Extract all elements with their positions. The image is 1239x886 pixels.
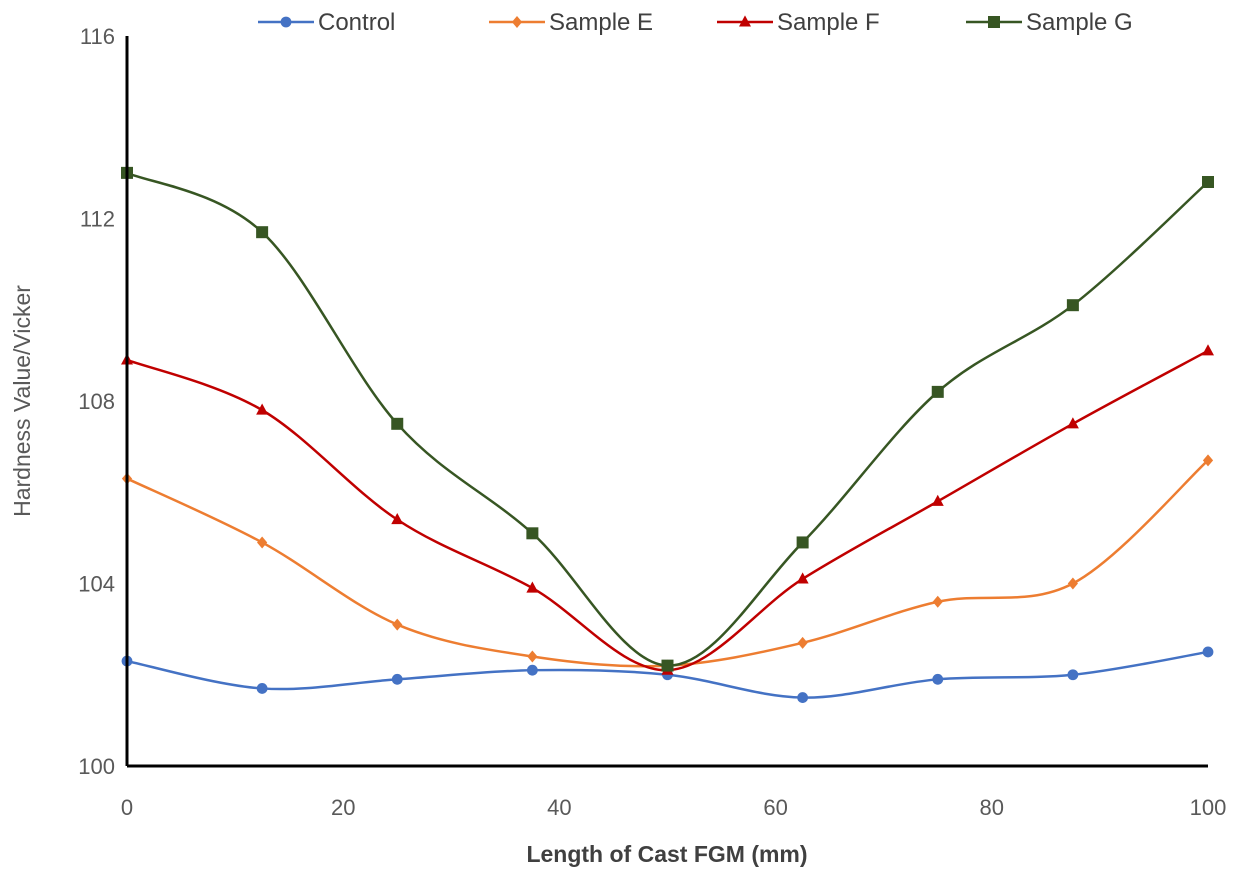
series-line-sample-f (126, 349, 1209, 672)
data-point-sample-f (1066, 417, 1079, 429)
x-tick-label: 40 (547, 795, 571, 820)
legend-label: Control (318, 9, 395, 36)
series-line-sample-e (126, 459, 1209, 668)
legend-swatch-marker (739, 15, 751, 27)
x-tick-label: 100 (1190, 795, 1227, 820)
legend-swatch-marker (280, 16, 292, 28)
legend-item-sample-f: Sample F (717, 9, 880, 36)
data-point-sample-g (1202, 176, 1214, 188)
data-point-sample-f (1202, 344, 1214, 356)
data-point-sample-e (797, 636, 808, 649)
legend: Control Sample E Sample F Sample G (258, 9, 1133, 36)
data-point-sample-f (796, 572, 809, 584)
data-point-sample-e (527, 650, 538, 663)
data-point-control (256, 683, 268, 694)
data-point-sample-e (392, 618, 403, 631)
data-point-sample-f (526, 581, 539, 593)
data-point-sample-e (1202, 454, 1214, 467)
data-point-control (526, 664, 538, 676)
data-point-sample-g (796, 536, 809, 549)
series-line-sample-g (126, 171, 1209, 667)
data-point-sample-g (256, 226, 269, 239)
x-tick-label: 0 (121, 795, 133, 820)
legend-item-sample-e: Sample E (489, 9, 653, 36)
data-point-sample-e (1067, 577, 1078, 590)
legend-label: Sample F (777, 9, 880, 36)
x-axis-title: Length of Cast FGM (mm) (526, 841, 807, 867)
legend-item-control: Control (258, 9, 395, 36)
x-tick-label: 60 (763, 795, 787, 820)
data-point-sample-g (661, 659, 674, 672)
y-tick-label: 112 (80, 207, 115, 232)
legend-swatch-marker (988, 16, 1000, 28)
x-tick-label: 80 (980, 795, 1004, 820)
axes (125, 36, 1208, 768)
data-point-sample-g (1066, 299, 1079, 312)
data-point-sample-g (391, 417, 404, 430)
series-control (121, 646, 1214, 703)
data-point-sample-f (931, 494, 944, 506)
x-tick-labels: 0 20 40 60 80 100 (121, 795, 1226, 820)
data-point-sample-g (931, 385, 944, 398)
legend-swatch-marker (511, 16, 523, 28)
plot-area (121, 166, 1214, 703)
data-point-sample-g (526, 527, 539, 540)
series-sample-g (121, 166, 1214, 672)
data-point-control (932, 673, 944, 685)
data-point-sample-f (256, 403, 269, 415)
data-point-control (1067, 669, 1079, 681)
data-point-sample-e (257, 536, 268, 549)
data-point-control (1202, 646, 1214, 658)
y-tick-labels: 100 104 108 112 116 (78, 24, 115, 779)
data-point-sample-e (932, 595, 943, 608)
y-axis-title: Hardness Value/Vicker (9, 285, 35, 517)
x-tick-label: 20 (331, 795, 355, 820)
data-point-control (391, 673, 403, 685)
y-tick-label: 108 (78, 389, 115, 414)
y-tick-label: 104 (78, 572, 115, 597)
data-point-sample-f (391, 513, 404, 525)
legend-label: Sample E (549, 9, 653, 36)
series-sample-e (121, 454, 1214, 672)
legend-item-sample-g: Sample G (966, 9, 1133, 36)
legend-label: Sample G (1026, 9, 1133, 36)
data-point-control (797, 692, 809, 703)
series-sample-f (121, 344, 1214, 675)
y-tick-label: 116 (80, 24, 115, 49)
y-tick-label: 100 (78, 754, 115, 779)
